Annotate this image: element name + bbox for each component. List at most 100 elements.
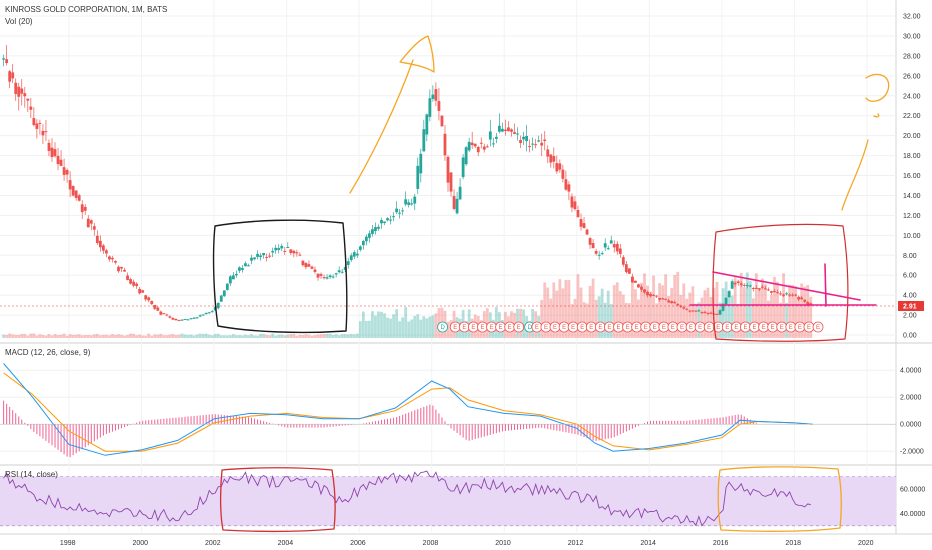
volume-bar (17, 334, 21, 338)
volume-bar (301, 335, 305, 338)
volume-bar (141, 335, 145, 338)
macd-pane[interactable] (0, 344, 896, 464)
volume-bar (277, 334, 281, 338)
candle-body (682, 307, 686, 309)
orange-arrow-head[interactable] (399, 35, 435, 73)
volume-bar (603, 302, 607, 338)
volume-bar (144, 335, 148, 338)
question-mark-annotation[interactable] (841, 73, 890, 211)
candle-body (59, 159, 63, 166)
candle-body (105, 250, 108, 254)
volume-bar (621, 294, 625, 338)
volume-bar (195, 334, 199, 338)
candle-body (95, 235, 99, 244)
candle-body (694, 310, 698, 312)
event-marker-letter: E (798, 325, 802, 331)
event-marker-letter: E (598, 325, 602, 331)
candle-body (555, 163, 559, 172)
volume-bar (153, 334, 157, 338)
candle-body (177, 320, 181, 322)
candle-body (757, 288, 761, 290)
candle-body (425, 114, 429, 135)
candle-body (346, 261, 350, 265)
volume-bar (53, 334, 57, 338)
volume-bar (337, 335, 341, 338)
drawing-annotations[interactable] (212, 35, 890, 533)
price-axis-label: 30.00 (903, 33, 921, 40)
price-axis-label: 4.00 (903, 293, 917, 300)
candle-body (615, 243, 619, 252)
candle-body (352, 252, 356, 257)
volume-bar (238, 335, 241, 338)
candle-body (53, 149, 57, 157)
event-marker-letter: E (716, 325, 720, 331)
candle-body (292, 250, 296, 254)
candle-body (207, 312, 211, 314)
volume-bar (105, 334, 108, 338)
volume-bar (32, 333, 36, 338)
candle-body (337, 270, 341, 273)
volume-bar (129, 333, 132, 338)
volume-bar (319, 334, 323, 338)
candle-body (612, 244, 616, 248)
rsi-red-box-annotation[interactable] (219, 467, 336, 533)
candle-body (491, 143, 495, 145)
candle-body (14, 82, 18, 95)
candle-body (543, 139, 547, 142)
black-box-annotation[interactable] (212, 219, 348, 334)
candle-body (171, 317, 175, 320)
candle-body (111, 257, 114, 260)
volume-bar (156, 334, 160, 338)
volume-bar (101, 334, 105, 338)
volume-bar (86, 334, 90, 338)
candle-body (210, 311, 214, 313)
candle-body (32, 118, 36, 126)
candle-body (767, 289, 770, 291)
volume-bar (806, 285, 810, 338)
trendline-upper[interactable] (712, 271, 861, 301)
candle-body (147, 297, 151, 301)
candle-body (234, 273, 238, 276)
rsi-orange-box-annotation[interactable] (717, 466, 842, 532)
volume-bar (649, 291, 652, 338)
candle-body (794, 294, 798, 296)
candle-body (404, 199, 408, 205)
volume-bar (108, 335, 111, 338)
volume-bar (434, 313, 438, 338)
trendline-vertical[interactable] (824, 263, 827, 307)
candle-body (742, 284, 746, 286)
candle-body (274, 247, 278, 251)
volume-bar (794, 286, 798, 338)
candle-body (791, 294, 795, 296)
candle-body (310, 266, 314, 269)
candle-body (364, 236, 368, 242)
volume-bar (700, 297, 704, 338)
candle-body (26, 98, 30, 101)
volume-bar (328, 333, 332, 338)
candle-body (62, 167, 66, 175)
red-box-annotation[interactable] (712, 223, 849, 342)
event-marker-letter: E (544, 325, 548, 331)
candle-body (634, 280, 637, 283)
volume-bar (44, 335, 48, 338)
price-axis-label: 22.00 (903, 113, 921, 120)
volume-bar (364, 321, 368, 338)
candle-body (8, 71, 12, 82)
candle-body (739, 283, 743, 286)
volume-bar (582, 302, 586, 338)
candle-body (358, 246, 362, 250)
candle-body (295, 252, 299, 254)
volume-bar (259, 333, 262, 338)
volume-bar (748, 280, 752, 338)
macd-axis-label: 2.0000 (900, 395, 922, 402)
orange-arrow-line[interactable] (349, 59, 414, 194)
candle-body (706, 312, 710, 314)
volume-bar (407, 321, 411, 338)
volume-bar (307, 334, 311, 338)
candle-body (443, 133, 447, 156)
candle-body (253, 257, 256, 260)
volume-bar (552, 282, 556, 338)
candle-body (98, 240, 102, 248)
candle-body (458, 186, 462, 200)
